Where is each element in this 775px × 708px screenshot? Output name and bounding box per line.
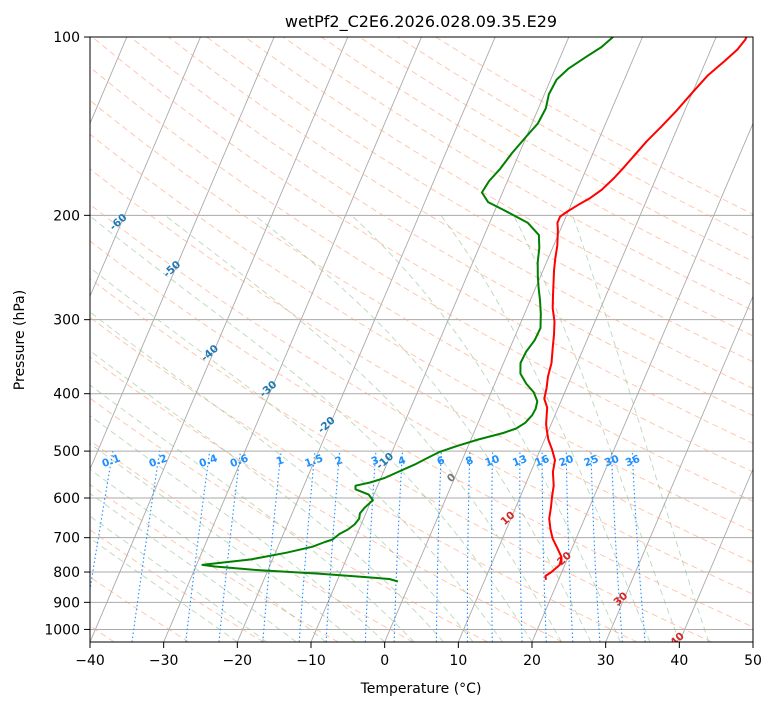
mixing-ratio-label: 30: [603, 453, 621, 469]
y-tick-label: 1000: [44, 622, 80, 638]
mixing-ratio-line: [90, 451, 114, 594]
moist-adiabat: [90, 384, 415, 642]
mixing-ratio-label: 20: [557, 453, 575, 469]
isotherm-line: [457, 37, 717, 642]
dry-adiabat: [92, 37, 753, 444]
y-tick-label: 200: [53, 208, 80, 224]
moist-adiabat: [164, 214, 562, 642]
isotherm-line: [90, 37, 275, 471]
background-lines: [90, 37, 753, 642]
y-tick-label: 700: [53, 531, 80, 547]
mixing-ratio-label: 1.5: [303, 452, 325, 470]
moist-adiabat: [90, 468, 326, 642]
isotherm-line: [236, 37, 496, 642]
isotherm-line: [90, 37, 349, 642]
moist-adiabat: [90, 267, 503, 642]
y-tick-label: 400: [53, 387, 80, 403]
moist-adiabat: [90, 215, 533, 642]
mixing-ratio-line: [631, 451, 646, 642]
mixing-ratio-label: 10: [483, 453, 501, 469]
isotherm-line: [678, 467, 753, 642]
y-tick-label: 300: [53, 313, 80, 329]
mixing-ratio-line: [298, 451, 316, 642]
x-tick-label: −10: [296, 653, 326, 669]
mixing-ratio-label: 16: [533, 453, 551, 469]
x-tick-label: 10: [449, 653, 467, 669]
mixing-ratio-label: 2: [333, 454, 344, 468]
y-tick-label: 600: [53, 491, 80, 507]
mixing-ratio-labels: 0.1 0.2 0.4 0.6 1 1.5 2 3 4 6 8 10 13 16 20 25 30 36: [100, 452, 641, 470]
isotherm-line: [531, 122, 753, 642]
dry-adiabat: [130, 37, 753, 417]
dry-adiabat: [90, 99, 753, 502]
temperature-profile: [543, 37, 748, 580]
plot-frame: [89, 36, 754, 643]
x-tick-label: 40: [670, 653, 688, 669]
isotherm-line: [163, 37, 422, 642]
x-tick-label: 50: [744, 653, 762, 669]
y-tick-label: 900: [53, 595, 80, 611]
dry-adiabat: [90, 529, 264, 642]
moist-adiabat: [513, 215, 680, 642]
dry-adiabat: [244, 37, 753, 337]
mixing-ratio-line: [131, 451, 161, 642]
dry-adiabat: [90, 168, 753, 563]
moist-adiabat: [90, 515, 268, 642]
dry-adiabat: [90, 278, 712, 642]
x-tick-label: 20: [523, 653, 541, 669]
dewpoint-profile: [201, 37, 614, 583]
dry-adiabat: [90, 356, 563, 642]
moist-adiabat: [90, 311, 474, 642]
moist-adiabat: [90, 350, 444, 642]
mixing-ratio-label: 0.2: [147, 452, 169, 470]
x-tick-label: −30: [149, 653, 179, 669]
y-axis-ticks: 100 200 300 400 500 600 700 800 900 1000: [44, 30, 90, 638]
x-tick-label: 0: [380, 653, 389, 669]
moist-adiabat: [254, 214, 592, 642]
dry-adiabat: [90, 316, 638, 642]
moist-adiabat: [90, 415, 385, 642]
moist-adiabat: [90, 492, 297, 642]
mixing-ratio-line: [218, 451, 242, 642]
mixing-ratio-line: [185, 451, 211, 642]
mixing-ratio-label: 8: [464, 454, 475, 468]
dry-adiabat: [168, 37, 753, 389]
moist-adiabat: [351, 214, 621, 642]
y-tick-label: 500: [53, 444, 80, 460]
mixing-ratio-label: 3: [370, 454, 381, 468]
mixing-ratio-label: 13: [511, 453, 529, 469]
isotherm-line: [605, 295, 753, 642]
y-axis-label: Pressure (hPa): [12, 290, 28, 390]
mixing-ratio-line: [262, 451, 282, 642]
mixing-ratio-label: 36: [624, 453, 642, 469]
x-tick-label: −20: [223, 653, 253, 669]
moist-adiabat: [90, 443, 356, 642]
mixing-ratio-label: 0.4: [198, 452, 220, 470]
x-tick-label: −40: [75, 653, 105, 669]
mixing-ratio-label: 0.1: [100, 452, 122, 470]
dry-adiabat: [90, 240, 753, 628]
chart-title: wetPf2_C2E6.2026.028.09.35.E29: [285, 12, 557, 32]
plot-area: [90, 37, 753, 642]
dry-adiabat: [90, 483, 339, 642]
mixing-ratio-label: 6: [435, 454, 446, 468]
mixing-ratio-label: 25: [582, 453, 600, 469]
y-tick-label: 800: [53, 565, 80, 581]
x-axis-label: Temperature (°C): [360, 681, 482, 697]
y-tick-label: 100: [53, 30, 80, 46]
dry-adiabat: [90, 203, 753, 595]
moist-adiabat: [90, 537, 238, 642]
x-axis-ticks: −40 −30 −20 −10 0 10 20 30 40 50: [75, 642, 762, 669]
isotherm-line: [384, 37, 643, 642]
mixing-ratio-label: 4: [396, 454, 407, 468]
profiles: [201, 37, 748, 583]
isotherm-line: [90, 37, 201, 298]
x-tick-label: 30: [597, 653, 615, 669]
moist-adiabat: [572, 215, 710, 642]
mixing-ratio-label: 0.6: [229, 452, 251, 470]
mixing-ratio-label: 1: [275, 454, 286, 468]
isotherm-label: 40: [668, 630, 687, 649]
dry-adiabat: [282, 37, 753, 311]
